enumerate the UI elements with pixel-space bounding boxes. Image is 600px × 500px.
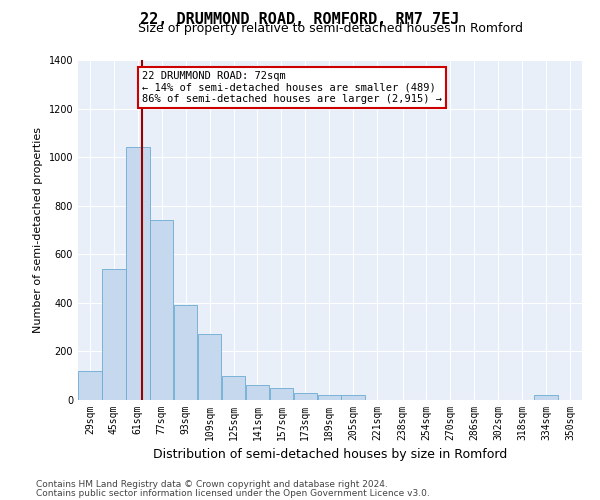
Bar — [78, 371, 102, 400]
Bar — [126, 148, 149, 400]
Bar — [222, 376, 245, 400]
Bar — [246, 386, 269, 400]
Bar — [198, 334, 221, 400]
Text: Contains public sector information licensed under the Open Government Licence v3: Contains public sector information licen… — [36, 488, 430, 498]
Bar — [535, 395, 558, 400]
Text: 22, DRUMMOND ROAD, ROMFORD, RM7 7EJ: 22, DRUMMOND ROAD, ROMFORD, RM7 7EJ — [140, 12, 460, 28]
Y-axis label: Number of semi-detached properties: Number of semi-detached properties — [33, 127, 43, 333]
Bar — [269, 388, 293, 400]
Bar — [102, 269, 125, 400]
Bar — [293, 392, 317, 400]
Bar — [150, 220, 173, 400]
Text: 22 DRUMMOND ROAD: 72sqm
← 14% of semi-detached houses are smaller (489)
86% of s: 22 DRUMMOND ROAD: 72sqm ← 14% of semi-de… — [142, 71, 442, 104]
Bar — [317, 395, 341, 400]
Text: Contains HM Land Registry data © Crown copyright and database right 2024.: Contains HM Land Registry data © Crown c… — [36, 480, 388, 489]
Bar — [341, 395, 365, 400]
X-axis label: Distribution of semi-detached houses by size in Romford: Distribution of semi-detached houses by … — [153, 448, 507, 462]
Bar — [174, 306, 197, 400]
Title: Size of property relative to semi-detached houses in Romford: Size of property relative to semi-detach… — [137, 22, 523, 35]
